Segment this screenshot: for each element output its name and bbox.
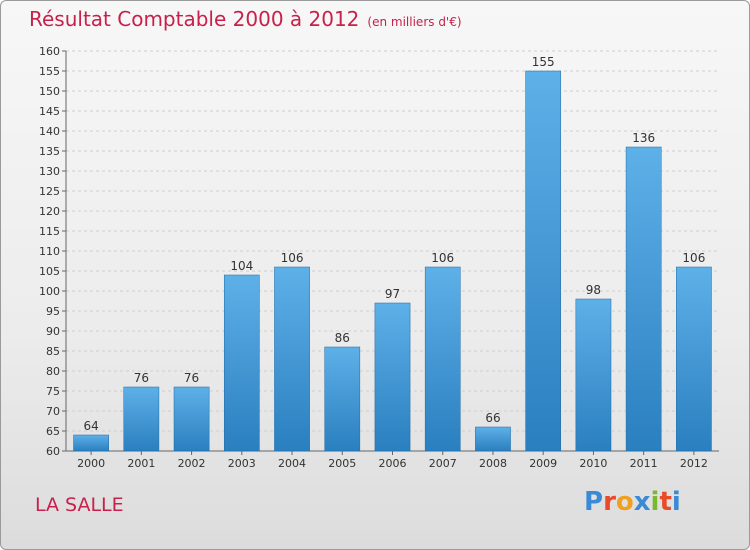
- data-label: 106: [281, 251, 304, 265]
- y-tick-label: 125: [39, 185, 60, 198]
- x-tick-label: 2007: [429, 457, 457, 470]
- bar-2001: [123, 386, 160, 452]
- data-label: 76: [184, 371, 199, 385]
- y-tick-label: 80: [46, 365, 60, 378]
- y-tick-label: 65: [46, 425, 60, 438]
- x-tick-label: 2006: [379, 457, 407, 470]
- bar-2004: [274, 266, 310, 452]
- y-tick-label: 135: [39, 145, 60, 158]
- data-label: 106: [431, 251, 454, 265]
- y-tick-label: 105: [39, 265, 60, 278]
- x-tick-label: 2001: [127, 457, 155, 470]
- bar-2005: [324, 346, 361, 452]
- x-tick-label: 2005: [328, 457, 356, 470]
- x-tick-label: 2008: [479, 457, 507, 470]
- y-tick-label: 155: [39, 65, 60, 78]
- logo-letter: x: [633, 487, 651, 517]
- y-tick-label: 95: [46, 305, 60, 318]
- y-tick-label: 85: [46, 345, 60, 358]
- bar-2002: [173, 386, 210, 452]
- bar-2009: [525, 70, 562, 452]
- proxiti-logo: Proxiti: [584, 487, 681, 517]
- data-label: 64: [83, 419, 98, 433]
- data-label: 136: [632, 131, 655, 145]
- x-tick-label: 2011: [630, 457, 658, 470]
- y-tick-label: 75: [46, 385, 60, 398]
- y-tick-label: 130: [39, 165, 60, 178]
- y-tick-label: 70: [46, 405, 60, 418]
- data-label: 104: [230, 259, 253, 273]
- y-tick-label: 160: [39, 45, 60, 58]
- data-label: 97: [385, 287, 400, 301]
- bar-2007: [424, 266, 461, 452]
- x-tick-label: 2002: [178, 457, 206, 470]
- data-label: 86: [335, 331, 350, 345]
- y-tick-label: 145: [39, 105, 60, 118]
- bar-2012: [676, 266, 712, 452]
- data-label: 76: [134, 371, 149, 385]
- bar-2011: [625, 146, 662, 452]
- logo-letter: t: [659, 487, 672, 517]
- logo-letter: r: [603, 487, 616, 517]
- x-tick-label: 2004: [278, 457, 306, 470]
- data-label: 98: [586, 283, 601, 297]
- logo-letter: i: [650, 487, 660, 517]
- bar-2008: [475, 426, 511, 452]
- bar-2006: [374, 302, 411, 452]
- data-label: 106: [682, 251, 705, 265]
- bar-2003: [223, 274, 260, 452]
- y-tick-label: 110: [39, 245, 60, 258]
- x-tick-label: 2009: [529, 457, 557, 470]
- place-name: LA SALLE: [35, 494, 124, 516]
- x-tick-label: 2012: [680, 457, 708, 470]
- logo-letter: P: [584, 487, 604, 517]
- y-tick-label: 150: [39, 85, 60, 98]
- bar-2000: [73, 434, 109, 452]
- y-tick-label: 140: [39, 125, 60, 138]
- chart-title-text: Résultat Comptable 2000 à 2012: [29, 7, 360, 31]
- logo-letter: i: [671, 487, 681, 517]
- logo-letter: o: [615, 487, 634, 517]
- x-tick-label: 2000: [77, 457, 105, 470]
- x-tick-label: 2010: [579, 457, 607, 470]
- y-tick-label: 100: [39, 285, 60, 298]
- chart-title: Résultat Comptable 2000 à 2012 (en millie…: [29, 7, 462, 31]
- chart-subtitle: (en milliers d'€): [367, 15, 462, 29]
- x-tick-label: 2003: [228, 457, 256, 470]
- data-label: 66: [485, 411, 500, 425]
- y-tick-label: 120: [39, 205, 60, 218]
- y-tick-label: 90: [46, 325, 60, 338]
- data-label: 155: [532, 55, 555, 69]
- y-tick-label: 115: [39, 225, 60, 238]
- y-tick-label: 60: [46, 445, 60, 458]
- bar-2010: [575, 298, 612, 452]
